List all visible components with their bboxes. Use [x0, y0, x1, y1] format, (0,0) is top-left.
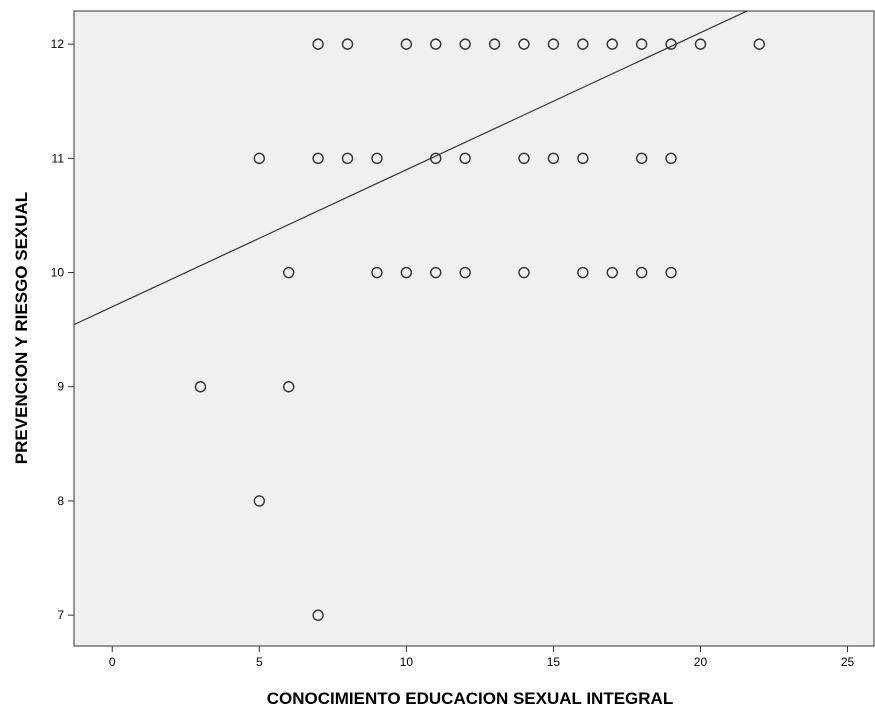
x-tick-label: 15: [547, 655, 561, 669]
x-axis-title: CONOCIMIENTO EDUCACION SEXUAL INTEGRAL: [267, 689, 673, 708]
y-tick-label: 10: [51, 266, 65, 280]
data-point: [518, 152, 530, 165]
data-point: [577, 266, 589, 279]
data-point: [635, 38, 648, 50]
data-point: [635, 152, 648, 165]
fit-line: [74, 11, 749, 326]
x-tick-label: 10: [400, 655, 414, 669]
data-point: [430, 38, 442, 50]
data-point: [459, 152, 471, 165]
data-point: [635, 266, 648, 279]
data-point: [694, 38, 707, 50]
data-point: [518, 38, 530, 50]
data-point: [459, 266, 471, 279]
data-point: [430, 152, 442, 165]
data-point: [606, 38, 618, 50]
x-tick-label: 0: [109, 655, 116, 669]
x-tick-label: 20: [694, 655, 708, 669]
x-tick-label: 5: [256, 655, 263, 669]
data-point: [371, 266, 383, 279]
data-point: [518, 266, 530, 279]
data-point: [400, 38, 413, 50]
data-point: [606, 266, 618, 279]
data-point: [283, 266, 295, 279]
data-point: [430, 266, 442, 279]
data-point: [341, 152, 354, 165]
data-point: [488, 38, 501, 50]
y-tick-label: 12: [51, 37, 65, 51]
data-point: [577, 152, 589, 165]
x-tick-label: 25: [841, 655, 855, 669]
data-point: [665, 266, 677, 279]
y-tick-label: 11: [52, 151, 65, 165]
data-point: [577, 38, 589, 50]
data-point: [194, 381, 207, 393]
data-point: [665, 152, 677, 165]
y-tick-label: 8: [57, 494, 64, 508]
data-point: [400, 266, 413, 279]
y-tick-label: 7: [57, 608, 64, 622]
data-point: [753, 38, 765, 50]
y-tick-label: 9: [57, 380, 64, 394]
data-point: [459, 38, 471, 50]
data-point: [253, 152, 265, 165]
plot-area: [73, 10, 875, 647]
data-point: [312, 152, 324, 165]
data-point: [547, 38, 560, 50]
y-axis-title: PREVENCION Y RIESGO SEXUAL: [12, 192, 31, 464]
data-point: [665, 38, 677, 50]
data-point: [312, 609, 324, 621]
data-point: [547, 152, 560, 165]
data-point: [312, 38, 324, 50]
data-point: [371, 152, 383, 165]
data-point: [283, 381, 295, 393]
data-point: [341, 38, 354, 50]
data-point: [253, 495, 265, 507]
